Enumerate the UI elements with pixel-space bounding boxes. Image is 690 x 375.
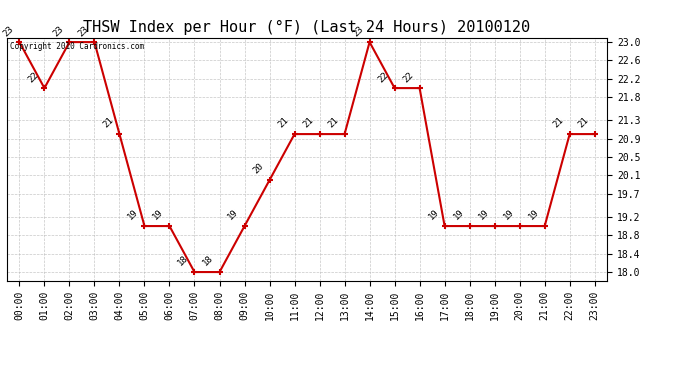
Text: 21: 21 — [101, 116, 115, 130]
Text: 19: 19 — [451, 208, 466, 222]
Text: 23: 23 — [51, 24, 66, 38]
Text: Copyright 2010 Cardronics.com: Copyright 2010 Cardronics.com — [10, 42, 144, 51]
Text: 20: 20 — [251, 162, 266, 176]
Text: 21: 21 — [551, 116, 566, 130]
Text: 18: 18 — [177, 254, 190, 268]
Text: 18: 18 — [201, 254, 215, 268]
Text: 22: 22 — [377, 70, 391, 84]
Text: 19: 19 — [226, 208, 240, 222]
Text: 19: 19 — [126, 208, 140, 222]
Text: 19: 19 — [426, 208, 440, 222]
Text: 21: 21 — [277, 116, 290, 130]
Text: 19: 19 — [151, 208, 166, 222]
Text: 23: 23 — [351, 24, 366, 38]
Text: 23: 23 — [1, 24, 15, 38]
Text: 19: 19 — [526, 208, 540, 222]
Text: 19: 19 — [502, 208, 515, 222]
Text: 21: 21 — [326, 116, 340, 130]
Text: 21: 21 — [577, 116, 591, 130]
Text: 22: 22 — [26, 70, 40, 84]
Title: THSW Index per Hour (°F) (Last 24 Hours) 20100120: THSW Index per Hour (°F) (Last 24 Hours)… — [83, 20, 531, 35]
Text: 22: 22 — [402, 70, 415, 84]
Text: 21: 21 — [302, 116, 315, 130]
Text: 19: 19 — [477, 208, 491, 222]
Text: 23: 23 — [77, 24, 90, 38]
